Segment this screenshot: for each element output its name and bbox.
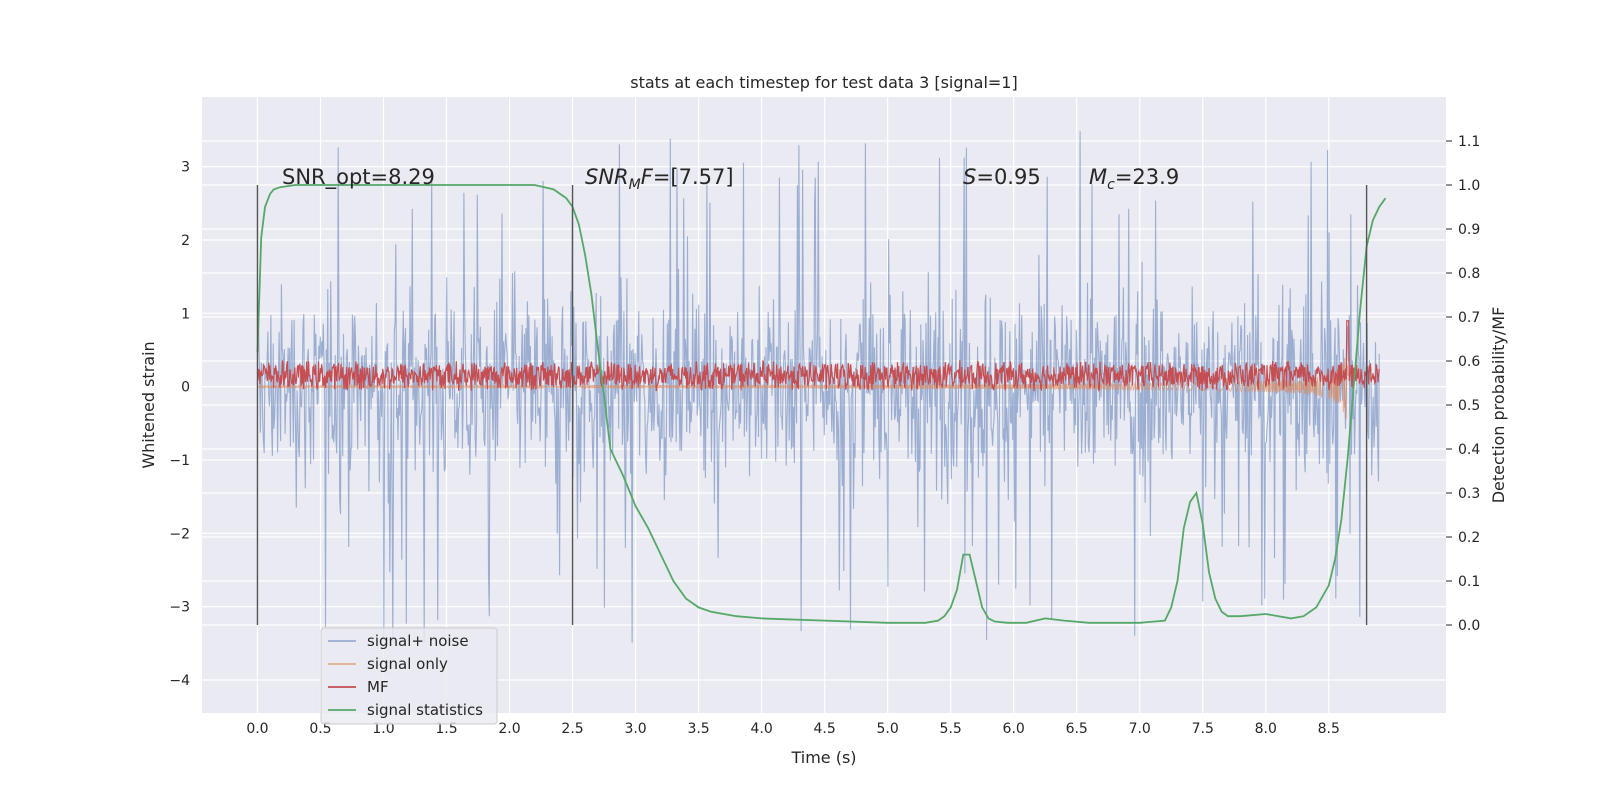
legend-label-signal-noise: signal+ noise xyxy=(367,632,469,650)
y-tick-label: 3 xyxy=(181,160,190,176)
x-tick-label: 1.5 xyxy=(435,721,457,737)
legend-label-signal-only: signal only xyxy=(367,655,448,673)
x-tick-label: 5.5 xyxy=(940,721,962,737)
series-signal-statistics xyxy=(256,184,1387,624)
legend: signal+ noise signal only MF signal stat… xyxy=(320,627,498,725)
y-right-tick-label: 0.2 xyxy=(1458,530,1480,546)
x-tick-label: 2.0 xyxy=(498,721,520,737)
legend-label-mf: MF xyxy=(367,678,389,696)
chart-title: stats at each timestep for test data 3 [… xyxy=(630,73,1017,92)
annotation-mc: Mc=23.9 xyxy=(1089,165,1179,193)
y-right-tick-label: 0.3 xyxy=(1458,486,1480,502)
y-tick-label: −1 xyxy=(169,453,190,469)
mc-sub: c xyxy=(1107,177,1115,193)
snr-mf-tail: F xyxy=(641,165,654,189)
y-right-tick-label: 0.7 xyxy=(1458,310,1480,326)
y-right-tick-label: 0.4 xyxy=(1458,442,1480,458)
y-right-tick-label: 1.0 xyxy=(1458,178,1480,194)
x-tick-label: 3.0 xyxy=(624,721,646,737)
y-right-tick-label: 0.8 xyxy=(1458,266,1480,282)
x-axis-label: Time (s) xyxy=(790,748,856,767)
x-tick-label: 6.5 xyxy=(1066,721,1088,737)
vertical-markers xyxy=(256,185,1368,625)
x-tick-label: 8.5 xyxy=(1318,721,1340,737)
y-tick-label: 0 xyxy=(181,380,190,396)
y-tick-label: −3 xyxy=(169,600,190,616)
y-right-tick-label: 0.9 xyxy=(1458,222,1480,238)
mc-value: =23.9 xyxy=(1115,165,1179,189)
x-tick-label: 6.0 xyxy=(1003,721,1025,737)
x-tick-label: 5.0 xyxy=(877,721,899,737)
mc-label: M xyxy=(1089,165,1107,189)
series-mf xyxy=(257,320,1380,392)
y-tick-label: 1 xyxy=(181,306,190,322)
x-tick-label: 8.0 xyxy=(1255,721,1277,737)
y-right-tick-label: 0.1 xyxy=(1458,574,1480,590)
x-tick-label: 4.0 xyxy=(750,721,772,737)
y-tick-label: −2 xyxy=(169,526,190,542)
x-tick-label: 0.5 xyxy=(309,721,331,737)
x-tick-label: 3.5 xyxy=(687,721,709,737)
y-right-tick-label: 0.5 xyxy=(1458,398,1480,414)
y-right-tick-label: 0.0 xyxy=(1458,618,1480,634)
y-right-tick-labels: 0.0 0.1 0.2 0.3 0.4 0.5 0.6 0.7 0.8 0.9 1.0 1.1 xyxy=(1446,134,1480,634)
x-tick-label: 0.0 xyxy=(246,721,268,737)
legend-label-signal-statistics: signal statistics xyxy=(367,701,483,719)
y-right-tick-label: 0.6 xyxy=(1458,354,1480,370)
snr-mf-sub: M xyxy=(629,177,641,193)
y-right-tick-label: 1.1 xyxy=(1458,134,1480,150)
y-tick-labels: −4 −3 −2 −1 0 1 2 3 xyxy=(169,160,190,689)
s-value: =0.95 xyxy=(976,165,1040,189)
annotation-snr-opt: SNR_opt=8.29 xyxy=(282,165,435,190)
x-tick-label: 1.0 xyxy=(372,721,394,737)
y-axis-label: Whitened strain xyxy=(139,341,158,468)
y-tick-label: 2 xyxy=(181,233,190,249)
s-label: S xyxy=(963,165,976,189)
x-tick-label: 4.5 xyxy=(813,721,835,737)
series-signal-noise xyxy=(256,131,1380,643)
annotation-snr-mf: SNRMF=[7.57] xyxy=(585,165,734,193)
series-signal-only xyxy=(257,357,1351,419)
x-tick-label: 7.5 xyxy=(1192,721,1214,737)
y-tick-label: −4 xyxy=(169,673,190,689)
x-tick-label: 7.0 xyxy=(1129,721,1151,737)
y-right-axis-label: Detection probability/MF xyxy=(1489,307,1508,504)
snr-mf-value: =[7.57] xyxy=(653,165,734,189)
x-tick-labels: 0.0 0.5 1.0 1.5 2.0 2.5 3.0 3.5 4.0 4.5 5.0 5.5 6.0 6… xyxy=(246,721,1340,737)
annotation-s: S=0.95 xyxy=(963,165,1041,189)
x-tick-label: 2.5 xyxy=(561,721,583,737)
snr-mf-main: SNR xyxy=(585,165,629,189)
